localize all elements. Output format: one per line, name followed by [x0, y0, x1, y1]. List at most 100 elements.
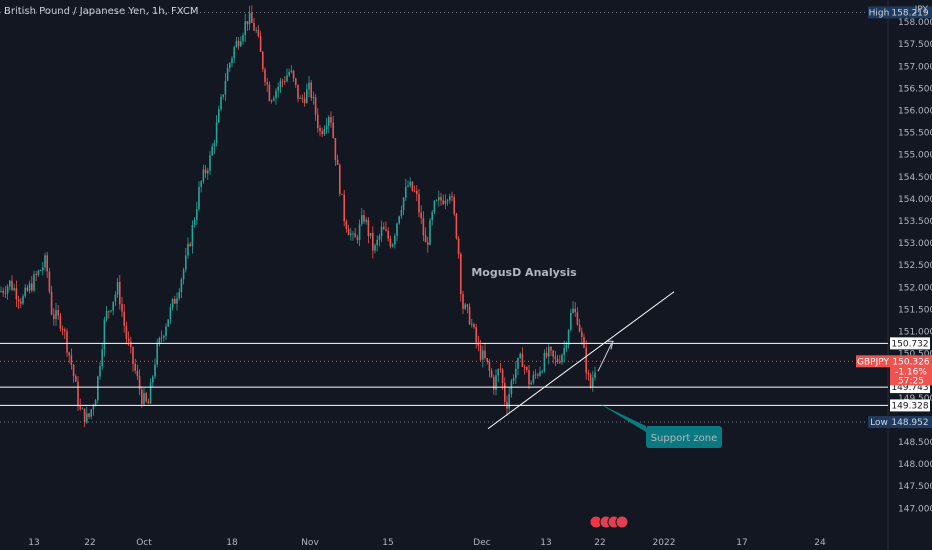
- candle-body: [376, 239, 378, 246]
- candle-body: [574, 308, 576, 313]
- candle-body: [471, 323, 473, 325]
- candle-body: [259, 36, 262, 52]
- candle-body: [354, 233, 356, 238]
- support-zone-callout[interactable]: [646, 426, 722, 448]
- candle-body: [581, 331, 583, 337]
- candle-body: [409, 181, 411, 186]
- callout-pointer: [600, 404, 646, 432]
- candle-body: [145, 393, 147, 402]
- candle-body: [147, 401, 150, 404]
- y-tick-label: 158.000: [898, 18, 932, 28]
- candle-body: [297, 84, 299, 99]
- candle-body: [237, 40, 240, 47]
- y-tick-label: 157.500: [898, 40, 932, 50]
- candle-body: [380, 227, 383, 237]
- candle-body: [385, 229, 387, 231]
- candle-body: [550, 346, 552, 351]
- candle-body: [15, 288, 18, 300]
- candle-body: [281, 80, 284, 82]
- candle-body: [420, 212, 422, 219]
- candle-body: [200, 181, 202, 187]
- y-tick-label: 151.000: [898, 328, 932, 338]
- candle-body: [4, 292, 7, 294]
- y-tick-label: 155.000: [898, 151, 932, 161]
- candle-body: [438, 197, 440, 201]
- candle-body: [565, 344, 568, 348]
- candle-body: [59, 315, 62, 329]
- candle-body: [213, 142, 216, 147]
- candle-body: [191, 224, 194, 246]
- candle-body: [317, 114, 319, 128]
- candle-body: [451, 196, 453, 198]
- candle-body: [400, 210, 403, 217]
- event-marker-icon[interactable]: [615, 515, 629, 529]
- candle-body: [387, 230, 389, 239]
- candle-body: [202, 169, 205, 182]
- candle-body: [552, 350, 554, 357]
- candle-body: [167, 319, 169, 327]
- y-tick-label: 153.500: [898, 217, 932, 227]
- candle-body: [460, 253, 462, 295]
- candle-body: [589, 374, 592, 387]
- y-tick-label: 153.000: [898, 239, 932, 249]
- candle-body: [178, 292, 180, 299]
- candle-body: [169, 307, 172, 320]
- candle-body: [257, 29, 260, 37]
- candle-body: [416, 190, 418, 195]
- candle-body: [389, 238, 392, 247]
- candle-body: [187, 243, 189, 256]
- candle-body: [22, 296, 24, 304]
- x-tick-label: Oct: [136, 538, 152, 548]
- candle-body: [20, 301, 22, 304]
- candle-body: [585, 347, 587, 373]
- candle-body: [28, 283, 31, 291]
- candle-body: [325, 125, 328, 130]
- analysis-title: MogusD Analysis: [471, 266, 577, 279]
- price-axis[interactable]: [888, 0, 932, 550]
- candle-body: [303, 98, 306, 104]
- projection-arrow: [597, 342, 613, 372]
- candle-body: [545, 352, 548, 357]
- candle-body: [572, 308, 574, 313]
- high-value-tag: [890, 6, 932, 19]
- candle-body: [134, 363, 136, 371]
- y-tick-label: 154.500: [898, 173, 932, 183]
- high-label-tag: [868, 6, 890, 19]
- candle-body: [108, 311, 110, 312]
- candle-body: [405, 186, 407, 198]
- candle-body: [512, 378, 515, 381]
- x-tick-label: 2022: [653, 538, 676, 548]
- candle-body: [328, 117, 330, 126]
- candle-body: [488, 361, 491, 371]
- trendline[interactable]: [487, 291, 675, 430]
- candle-body: [493, 376, 495, 390]
- y-tick-label: 157.000: [898, 62, 932, 72]
- level-tag: [890, 337, 930, 350]
- candle-body: [75, 376, 77, 382]
- candle-body: [475, 327, 477, 343]
- candle-body: [508, 394, 510, 409]
- candle-body: [583, 336, 585, 348]
- candle-body: [66, 331, 68, 353]
- candle-body: [207, 170, 209, 174]
- candle-body: [88, 413, 90, 417]
- candle-body: [442, 200, 444, 204]
- candle-body: [138, 376, 141, 390]
- candle-body: [334, 138, 337, 160]
- candle-body: [176, 298, 178, 304]
- candle-body: [262, 51, 264, 70]
- candle-body: [418, 194, 420, 213]
- candle-body: [235, 40, 238, 48]
- candle-body: [292, 70, 295, 79]
- arrow-head-icon: [606, 340, 614, 350]
- candle-body: [530, 382, 532, 385]
- candle-body: [11, 280, 13, 290]
- y-tick-label: 147.500: [898, 482, 932, 492]
- candle-body: [2, 290, 4, 293]
- candle-body: [158, 337, 161, 344]
- candle-body: [290, 70, 293, 72]
- candle-body: [57, 310, 59, 316]
- candle-body: [378, 236, 381, 240]
- candle-body: [273, 98, 275, 101]
